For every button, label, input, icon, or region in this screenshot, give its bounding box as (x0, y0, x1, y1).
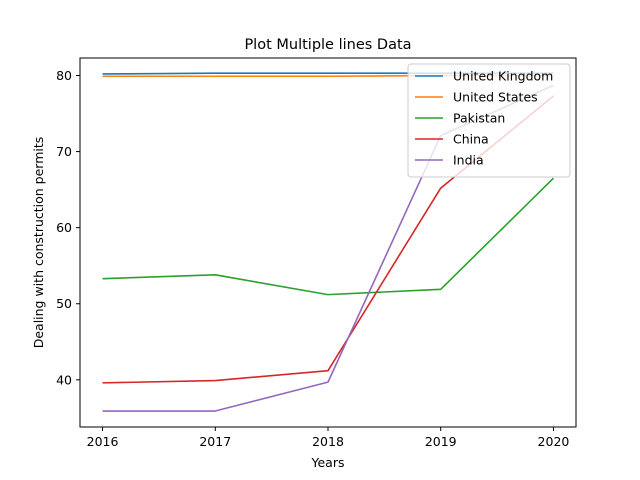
chart-title: Plot Multiple lines Data (244, 37, 411, 53)
y-axis-ticks: 40 50 60 70 80 (56, 68, 80, 387)
legend-label: United Kingdom (453, 69, 553, 84)
legend-label: China (453, 132, 489, 147)
x-tick-label: 2018 (312, 434, 344, 449)
x-axis-ticks: 2016 2017 2018 2019 2020 (87, 427, 570, 449)
y-tick-label: 40 (56, 372, 72, 387)
legend-label: United States (453, 90, 538, 105)
series-line-pakistan (102, 177, 555, 296)
legend-label: India (453, 153, 484, 168)
x-tick-label: 2019 (425, 434, 457, 449)
x-tick-label: 2016 (87, 434, 119, 449)
y-tick-label: 50 (56, 296, 72, 311)
x-axis-label: Years (311, 455, 345, 470)
y-tick-label: 60 (56, 220, 72, 235)
y-axis-label: Dealing with construction permits (31, 137, 46, 349)
x-tick-label: 2017 (199, 434, 231, 449)
legend: United Kingdom United States Pakistan China… (407, 63, 571, 178)
x-tick-label: 2020 (538, 434, 570, 449)
legend-box (407, 63, 571, 178)
y-tick-label: 70 (56, 144, 72, 159)
y-tick-label: 80 (56, 68, 72, 83)
legend-label: Pakistan (453, 111, 505, 126)
